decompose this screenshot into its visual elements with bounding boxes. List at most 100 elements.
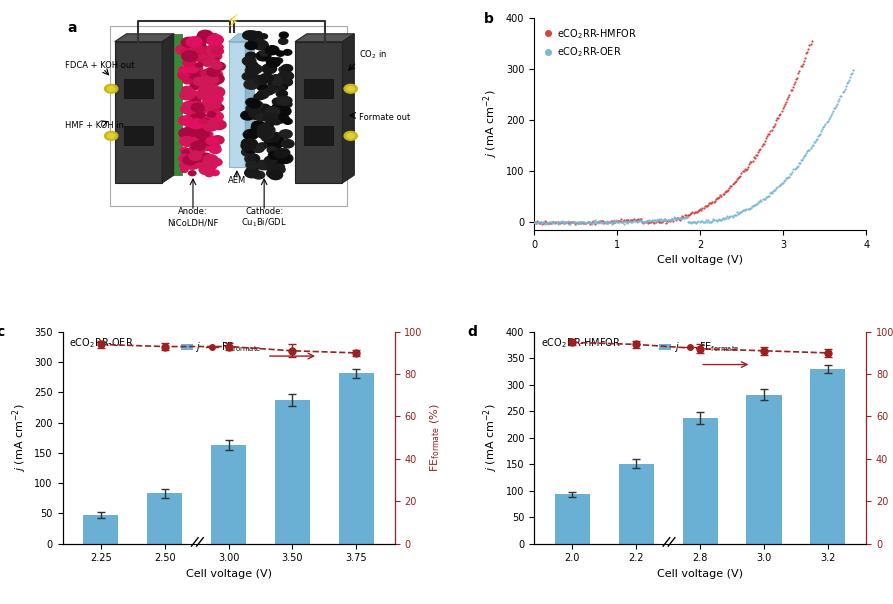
- Point: [679, 213, 693, 222]
- Circle shape: [210, 60, 220, 66]
- Point: [764, 187, 778, 196]
- Circle shape: [212, 120, 226, 129]
- Legend: $j$, FE$_\mathrm{formate}$: $j$, FE$_\mathrm{formate}$: [655, 336, 743, 358]
- Circle shape: [201, 126, 211, 132]
- Circle shape: [256, 51, 271, 61]
- Point: [746, 202, 760, 211]
- Circle shape: [205, 172, 213, 176]
- Circle shape: [188, 171, 196, 176]
- Point: [789, 163, 803, 173]
- Circle shape: [204, 46, 219, 56]
- Circle shape: [280, 79, 293, 86]
- Circle shape: [251, 123, 265, 132]
- Point: [638, 217, 653, 227]
- Circle shape: [185, 91, 200, 100]
- Circle shape: [280, 97, 292, 104]
- Point: [672, 214, 686, 224]
- Circle shape: [248, 100, 261, 108]
- Circle shape: [278, 86, 286, 91]
- Point: [621, 217, 635, 227]
- Circle shape: [203, 103, 214, 111]
- Circle shape: [180, 48, 192, 56]
- Circle shape: [206, 98, 217, 106]
- Point: [574, 219, 588, 228]
- Point: [654, 214, 668, 223]
- Circle shape: [190, 83, 201, 89]
- Polygon shape: [114, 34, 174, 42]
- Circle shape: [242, 72, 254, 80]
- Circle shape: [206, 69, 222, 80]
- Circle shape: [241, 141, 255, 150]
- Bar: [810, 369, 846, 544]
- Circle shape: [185, 57, 196, 64]
- Point: [772, 180, 787, 190]
- Circle shape: [280, 98, 288, 104]
- Point: [577, 217, 591, 227]
- Circle shape: [180, 105, 194, 114]
- Point: [650, 215, 664, 225]
- Point: [714, 215, 728, 225]
- Point: [809, 135, 823, 144]
- Point: [641, 216, 655, 225]
- Circle shape: [199, 53, 209, 60]
- Point: [691, 216, 705, 226]
- Point: [706, 214, 721, 224]
- Circle shape: [273, 149, 288, 158]
- Text: b: b: [484, 11, 494, 26]
- Point: [762, 191, 776, 201]
- Circle shape: [199, 165, 213, 175]
- Point: [772, 110, 787, 120]
- Circle shape: [277, 154, 290, 164]
- Circle shape: [283, 118, 292, 124]
- Point: [544, 217, 558, 227]
- Point: [545, 217, 559, 227]
- Point: [727, 178, 741, 188]
- FancyBboxPatch shape: [124, 126, 153, 145]
- Circle shape: [181, 37, 196, 47]
- Point: [680, 217, 695, 227]
- Point: [747, 201, 761, 210]
- Point: [536, 218, 550, 228]
- Point: [590, 217, 605, 227]
- Text: eCO$_2$RR-OER: eCO$_2$RR-OER: [69, 336, 134, 350]
- X-axis label: Cell voltage (V): Cell voltage (V): [657, 569, 743, 579]
- Point: [672, 213, 687, 223]
- Point: [750, 199, 764, 208]
- Circle shape: [253, 161, 264, 169]
- Point: [572, 217, 586, 227]
- Point: [771, 182, 785, 192]
- Circle shape: [268, 118, 276, 123]
- Point: [810, 134, 824, 144]
- Circle shape: [197, 92, 209, 99]
- Circle shape: [208, 74, 224, 84]
- Point: [527, 217, 541, 226]
- Point: [795, 61, 809, 71]
- Point: [645, 217, 659, 226]
- Point: [775, 103, 789, 113]
- Circle shape: [180, 48, 190, 55]
- Circle shape: [243, 141, 254, 148]
- Circle shape: [246, 112, 254, 117]
- Point: [611, 216, 625, 226]
- Point: [609, 216, 623, 225]
- Point: [565, 217, 580, 227]
- Point: [588, 217, 603, 227]
- Point: [704, 217, 718, 226]
- Point: [760, 193, 774, 202]
- Point: [721, 185, 735, 194]
- Point: [603, 217, 617, 227]
- Circle shape: [193, 68, 202, 74]
- Circle shape: [209, 146, 221, 153]
- Point: [594, 217, 608, 226]
- Circle shape: [186, 123, 198, 130]
- Circle shape: [191, 103, 204, 112]
- Point: [638, 217, 652, 227]
- Point: [646, 216, 660, 226]
- Circle shape: [214, 159, 221, 165]
- Circle shape: [191, 158, 199, 164]
- Point: [616, 217, 630, 226]
- Point: [653, 217, 667, 226]
- Point: [615, 217, 630, 226]
- Point: [846, 65, 860, 74]
- Point: [684, 208, 698, 217]
